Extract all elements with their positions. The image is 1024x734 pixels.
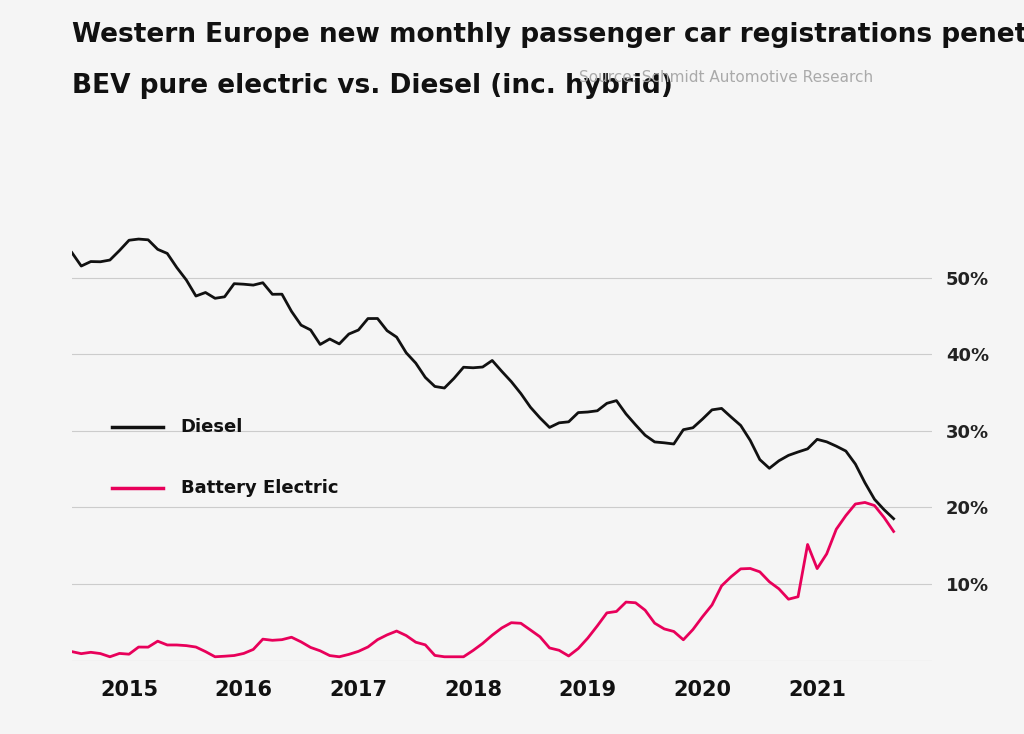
Text: Battery Electric: Battery Electric — [180, 479, 338, 497]
Text: Source: Schmidt Automotive Research: Source: Schmidt Automotive Research — [579, 70, 872, 85]
Text: BEV pure electric vs. Diesel (inc. hybrid): BEV pure electric vs. Diesel (inc. hybri… — [72, 73, 673, 99]
Text: Western Europe new monthly passenger car registrations penetration: Western Europe new monthly passenger car… — [72, 22, 1024, 48]
Text: Diesel: Diesel — [180, 418, 243, 436]
